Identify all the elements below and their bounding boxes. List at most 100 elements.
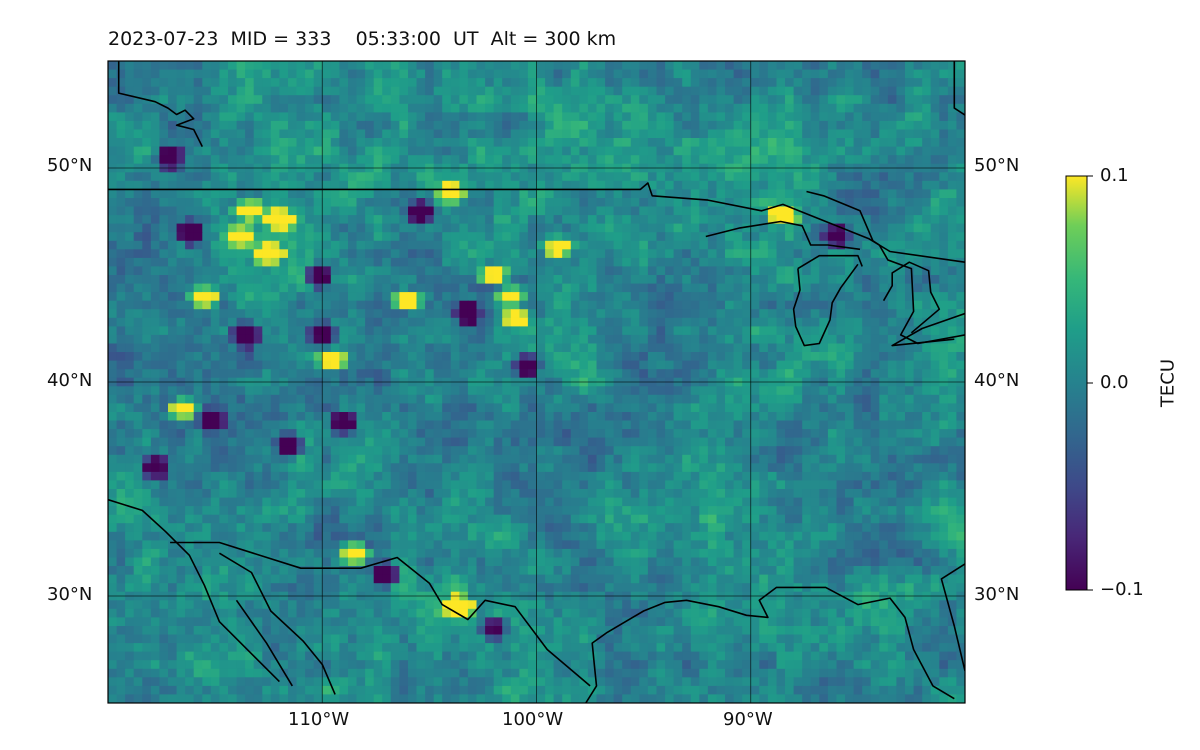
tec-cell xyxy=(793,95,803,105)
tec-cell xyxy=(399,326,409,336)
tec-cell xyxy=(802,215,812,225)
tec-cell xyxy=(536,206,546,216)
tec-cell xyxy=(879,78,889,88)
tec-cell xyxy=(339,172,349,182)
tec-cell xyxy=(168,454,178,464)
tec-cell xyxy=(947,69,958,79)
tec-cell xyxy=(536,386,546,396)
tec-cell xyxy=(348,394,358,404)
tec-cell xyxy=(527,275,538,285)
tec-cell xyxy=(819,403,829,413)
tec-cell xyxy=(339,275,349,285)
tec-cell xyxy=(176,480,186,490)
tec-cell xyxy=(150,257,161,268)
tec-cell xyxy=(639,300,649,310)
tec-cell xyxy=(228,403,238,413)
tec-cell xyxy=(116,223,126,233)
tec-cell xyxy=(553,240,563,250)
tec-cell xyxy=(348,352,358,362)
tec-cell xyxy=(853,172,863,182)
tec-cell xyxy=(793,437,803,447)
tec-cell xyxy=(399,412,409,422)
tec-cell xyxy=(776,120,786,131)
tec-cell xyxy=(502,334,512,345)
tec-cell xyxy=(245,317,255,327)
tec-cell xyxy=(322,352,332,362)
tec-cell xyxy=(356,386,366,396)
tec-cell xyxy=(570,394,580,404)
tec-cell xyxy=(596,334,606,345)
tec-cell xyxy=(210,155,220,165)
tec-cell xyxy=(373,352,383,362)
tec-cell xyxy=(373,129,383,139)
tec-cell xyxy=(527,352,538,362)
tec-cell xyxy=(288,223,298,233)
tec-cell xyxy=(596,172,606,182)
tec-cell xyxy=(785,78,795,88)
tec-cell xyxy=(416,300,426,310)
tec-cell xyxy=(202,129,212,139)
tec-cell xyxy=(742,249,752,259)
tec-cell xyxy=(425,420,435,430)
tec-cell xyxy=(202,326,212,336)
tec-cell xyxy=(622,86,632,96)
tec-cell xyxy=(647,369,658,379)
tec-cell xyxy=(887,103,898,113)
tec-cell xyxy=(313,61,323,71)
tec-cell xyxy=(939,120,949,131)
tec-cell xyxy=(142,232,152,242)
tec-cell xyxy=(545,120,555,131)
tec-cell xyxy=(339,249,349,259)
tec-cell xyxy=(536,198,546,208)
tec-cell xyxy=(322,129,332,139)
tec-cell xyxy=(759,95,769,105)
tec-cell xyxy=(630,138,640,148)
tec-cell xyxy=(665,454,675,464)
tec-cell xyxy=(699,360,709,370)
tec-cell xyxy=(330,146,340,156)
tec-cell xyxy=(767,146,778,156)
tec-cell xyxy=(707,103,718,113)
tec-cell xyxy=(313,429,323,439)
tec-cell xyxy=(845,240,855,250)
tec-cell xyxy=(536,446,546,456)
tec-cell xyxy=(228,317,238,327)
tec-cell xyxy=(605,103,615,113)
tec-cell xyxy=(570,103,580,113)
tec-cell xyxy=(750,394,760,404)
tec-cell xyxy=(142,138,152,148)
tec-cell xyxy=(939,86,949,96)
tec-cell xyxy=(793,215,803,225)
tec-cell xyxy=(939,437,949,447)
tec-cell xyxy=(930,155,940,165)
tec-cell xyxy=(956,78,965,88)
tec-cell xyxy=(802,283,812,293)
tec-cell xyxy=(142,437,152,447)
tec-cell xyxy=(870,155,880,165)
tec-cell xyxy=(699,86,709,96)
tec-cell xyxy=(279,112,289,122)
tec-cell xyxy=(467,334,478,345)
tec-cell xyxy=(545,112,555,122)
tec-cell xyxy=(656,112,666,122)
tec-cell xyxy=(930,180,940,190)
tec-cell xyxy=(845,103,855,113)
tec-cell xyxy=(639,283,649,293)
tec-cell xyxy=(956,138,965,148)
tec-cell xyxy=(716,78,726,88)
tec-cell xyxy=(459,463,469,473)
tec-cell xyxy=(819,480,829,490)
tec-cell xyxy=(219,232,229,242)
tec-cell xyxy=(922,129,932,139)
tec-cell xyxy=(827,317,838,327)
tec-cell xyxy=(150,334,161,345)
tec-cell xyxy=(313,95,323,105)
tec-cell xyxy=(716,86,726,96)
tec-cell xyxy=(810,257,820,268)
tec-cell xyxy=(613,292,623,302)
tec-cell xyxy=(690,198,700,208)
tec-cell xyxy=(382,352,392,362)
tec-cell xyxy=(382,360,392,370)
tec-cell xyxy=(896,78,906,88)
tec-cell xyxy=(819,334,829,345)
